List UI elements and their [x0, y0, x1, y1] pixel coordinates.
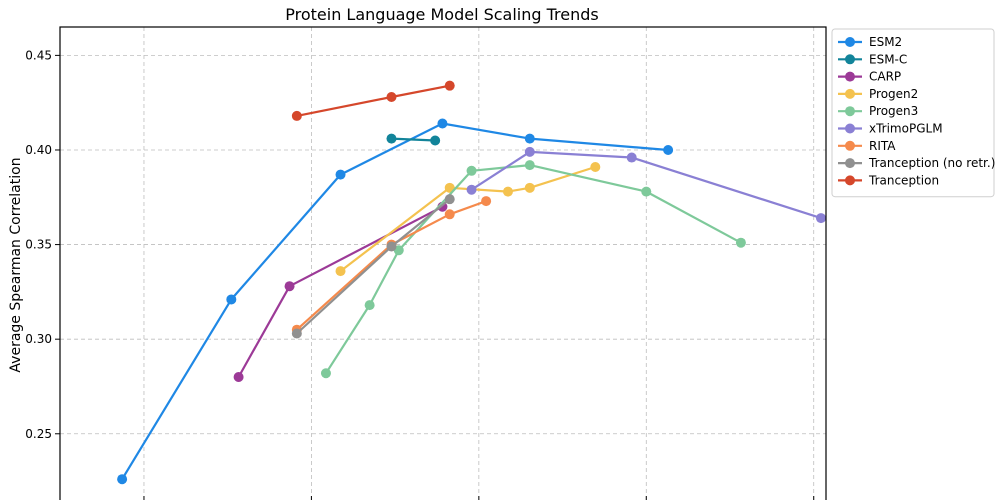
series-esm-c: [386, 133, 441, 146]
y-axis: 0.25 0.30 0.35 0.40 0.45: [25, 48, 815, 500]
legend-item-tranception: Tranception: [838, 173, 939, 187]
series-line-esm-c: [391, 137, 436, 142]
y-tick-label: 0.25: [25, 427, 52, 441]
legend-item-tranception-no-retr: Tranception (no retr.): [838, 156, 995, 170]
series-line-esm2: [121, 122, 669, 480]
legend-label: ESM-C: [869, 52, 907, 66]
data-point-progen3: [364, 300, 375, 311]
data-point-progen3: [524, 160, 535, 171]
legend-marker: [845, 106, 855, 117]
data-point-esm-c: [386, 133, 397, 144]
data-point-rita: [481, 196, 492, 207]
data-point-progen3: [466, 165, 477, 176]
data-point-esm2: [335, 169, 346, 180]
legend-marker: [845, 140, 855, 151]
data-point-tranception-no-retr: [444, 194, 455, 205]
data-point-progen3: [735, 237, 746, 248]
data-point-progen2: [444, 182, 455, 193]
legend-item-esm-c: ESM-C: [838, 52, 907, 66]
data-point-tranception-no-retr: [386, 241, 397, 252]
legend-label: CARP: [869, 70, 901, 84]
series-line-xtrimopglm: [471, 150, 822, 220]
plot-frame: [59, 26, 827, 500]
legend-item-progen2: Progen2: [838, 87, 918, 101]
data-point-progen2: [502, 186, 513, 197]
data-point-esm-c: [430, 135, 441, 146]
data-point-esm2: [117, 474, 128, 485]
data-point-esm2: [524, 133, 535, 144]
data-point-esm2: [226, 294, 237, 305]
data-point-carp: [233, 372, 244, 383]
data-point-esm2: [663, 144, 674, 155]
data-point-xtrimopglm: [626, 152, 637, 163]
data-point-tranception: [386, 92, 397, 103]
series-progen2: [335, 162, 601, 277]
chart-title: Protein Language Model Scaling Trends: [285, 5, 599, 24]
legend-marker: [845, 158, 855, 169]
y-tick-label: 0.30: [25, 332, 52, 346]
data-point-xtrimopglm: [524, 146, 535, 157]
legend-item-progen3: Progen3: [838, 104, 918, 118]
series-line-tranception: [296, 84, 450, 117]
data-point-progen3: [320, 368, 331, 379]
data-point-xtrimopglm: [466, 184, 477, 195]
legend-label: Progen2: [869, 87, 918, 101]
legend-item-rita: RITA: [838, 139, 896, 153]
series-line-rita: [296, 200, 487, 331]
data-point-rita: [444, 209, 455, 220]
series-tranception-no-retr: [291, 194, 455, 339]
series-layer: [117, 80, 826, 485]
series-progen3: [320, 160, 746, 379]
legend-marker: [845, 37, 855, 47]
y-tick-label: 0.40: [25, 143, 52, 157]
legend-item-carp: CARP: [838, 70, 901, 84]
series-line-progen3: [325, 164, 742, 374]
data-point-tranception: [444, 80, 455, 91]
legend-marker: [845, 71, 855, 82]
legend-label: xTrimoPGLM: [869, 122, 943, 136]
grid: [60, 27, 826, 500]
y-tick-label: 0.45: [25, 48, 52, 62]
legend-frame: [831, 28, 995, 198]
data-point-progen2: [524, 182, 535, 193]
data-point-xtrimopglm: [816, 213, 826, 224]
legend-marker: [845, 175, 855, 186]
data-point-carp: [284, 281, 295, 292]
legend-label: Tranception: [868, 173, 939, 187]
legend-label: RITA: [869, 139, 896, 153]
series-tranception: [291, 80, 455, 121]
legend-marker: [845, 88, 855, 99]
data-point-progen2: [590, 162, 601, 173]
legend-label: Progen3: [869, 104, 918, 118]
legend: ESM2 ESM-C CARP Progen2 Progen3 xTrimoPGLM RIT…: [831, 28, 995, 198]
legend-label: ESM2: [869, 35, 902, 49]
data-point-tranception-no-retr: [291, 328, 302, 339]
series-xtrimopglm: [466, 146, 826, 224]
data-point-progen3: [641, 186, 652, 197]
series-esm2: [117, 118, 674, 485]
legend-marker: [845, 123, 855, 134]
legend-item-xtrimopglm: xTrimoPGLM: [838, 122, 943, 136]
legend-item-esm2: ESM2: [838, 35, 902, 49]
y-axis-title: Average Spearman Correlation: [8, 157, 24, 372]
data-point-tranception: [291, 110, 302, 121]
data-point-esm2: [437, 118, 448, 129]
legend-label: Tranception (no retr.): [868, 156, 995, 170]
data-point-progen2: [335, 266, 346, 277]
y-tick-label: 0.35: [25, 238, 52, 252]
legend-marker: [845, 54, 855, 65]
